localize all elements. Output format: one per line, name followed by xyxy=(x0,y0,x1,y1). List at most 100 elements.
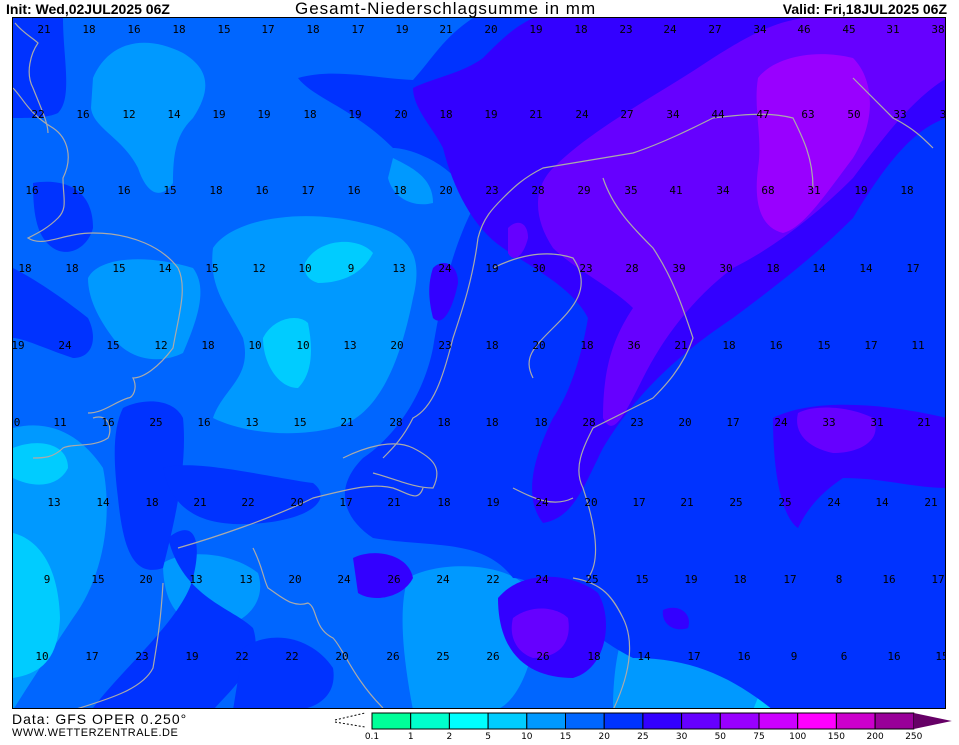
legend-bar: 0.1 1 2 5 10 15 20 25 30 50 75 100 150 200 250 xyxy=(334,712,952,742)
precip-value-label: 18 xyxy=(65,262,78,275)
precip-value-label: 26 xyxy=(486,650,499,663)
precip-value-label: 41 xyxy=(669,184,682,197)
precip-value-label: 25 xyxy=(149,416,162,429)
precip-value-label: 14 xyxy=(158,262,172,275)
legend-swatch xyxy=(681,712,721,730)
precip-value-label: 18 xyxy=(18,262,31,275)
precip-value-label: 15 xyxy=(293,416,306,429)
precip-value-label: 22 xyxy=(31,108,44,121)
precip-value-label: 11 xyxy=(53,416,66,429)
precip-value-label: 10 xyxy=(298,262,311,275)
precip-value-label: 18 xyxy=(485,416,498,429)
legend-tick-label: 5 xyxy=(485,732,491,741)
precip-value-label: 26 xyxy=(536,650,549,663)
legend-swatch xyxy=(565,712,605,730)
legend-swatch xyxy=(874,712,915,730)
precip-value-label: 20 xyxy=(290,496,303,509)
precip-value-label: 15 xyxy=(217,23,230,36)
precip-value-label: 17 xyxy=(726,416,739,429)
precip-value-label: 18 xyxy=(534,416,547,429)
precip-value-label: 16 xyxy=(25,184,38,197)
map-title: Gesamt-Niederschlagsumme in mm xyxy=(295,0,597,18)
precip-value-label: 21 xyxy=(924,496,937,509)
legend-swatch xyxy=(487,712,528,730)
precip-value-label: 24 xyxy=(535,573,549,586)
precip-value-label: 15 xyxy=(91,573,104,586)
precip-value-label: 20 xyxy=(439,184,452,197)
precip-value-label: 17 xyxy=(632,496,645,509)
legend-swatch xyxy=(642,712,683,730)
precip-value-label: 18 xyxy=(485,339,498,352)
contour-50-75 xyxy=(756,54,870,233)
precip-value-label: 9 xyxy=(44,573,51,586)
precip-value-label: 13 xyxy=(47,496,60,509)
precip-value-label: 23 xyxy=(579,262,592,275)
precip-value-label: 9 xyxy=(791,650,798,663)
legend-swatch xyxy=(526,712,567,730)
precip-value-label: 27 xyxy=(620,108,633,121)
precip-value-label: 27 xyxy=(708,23,721,36)
precip-value-label: 47 xyxy=(756,108,769,121)
precip-value-label: 15 xyxy=(112,262,125,275)
precip-value-label: 21 xyxy=(387,496,400,509)
precip-value-label: 23 xyxy=(438,339,451,352)
precip-value-label: 24 xyxy=(827,496,841,509)
legend-tick-label: 2 xyxy=(447,732,453,741)
legend-tick-label: 250 xyxy=(905,732,922,741)
data-source: Data: GFS OPER 0.250° xyxy=(12,711,188,727)
precip-value-label: 24 xyxy=(535,496,549,509)
precip-value-label: 9 xyxy=(348,262,355,275)
precip-value-label: 20 xyxy=(678,416,691,429)
precip-value-label: 19 xyxy=(212,108,225,121)
legend-swatch xyxy=(758,712,799,730)
precip-value-label: 31 xyxy=(807,184,820,197)
legend-tick-label: 0.1 xyxy=(365,732,379,741)
precip-value-label: 19 xyxy=(257,108,270,121)
legend-tick-label: 50 xyxy=(715,732,727,741)
precip-value-label: 24 xyxy=(58,339,72,352)
precip-value-label: 14 xyxy=(812,262,826,275)
precip-value-label: 13 xyxy=(189,573,202,586)
precip-value-label: 30 xyxy=(719,262,732,275)
precip-value-label: 18 xyxy=(587,650,600,663)
precip-value-label: 16 xyxy=(887,650,900,663)
precip-value-label: 23 xyxy=(135,650,148,663)
precip-value-label: 34 xyxy=(753,23,767,36)
precip-value-label: 13 xyxy=(392,262,405,275)
precip-value-label: 12 xyxy=(154,339,167,352)
precip-value-label: 18 xyxy=(201,339,214,352)
precip-value-label: 26 xyxy=(386,650,399,663)
precip-value-label: 20 xyxy=(484,23,497,36)
precip-value-label: 18 xyxy=(733,573,746,586)
precip-value-label: 15 xyxy=(205,262,218,275)
precip-value-label: 19 xyxy=(185,650,198,663)
precip-value-label: 18 xyxy=(209,184,222,197)
value-labels: 21 18 16 18 15 17 18 17 19 21 20 19 18 23 24 27 34 46 45 31… xyxy=(13,23,945,663)
precip-value-label: 17 xyxy=(687,650,700,663)
precip-value-label: 33 xyxy=(893,108,906,121)
precip-value-label: 20 xyxy=(584,496,597,509)
precip-value-label: 18 xyxy=(437,496,450,509)
precip-value-label: 16 xyxy=(101,416,114,429)
precip-value-label: 28 xyxy=(531,184,544,197)
precip-value-label: 13 xyxy=(343,339,356,352)
website-credit: WWW.WETTERZENTRALE.DE xyxy=(12,727,179,739)
precip-value-label: 19 xyxy=(348,108,361,121)
precip-value-label: 10 xyxy=(248,339,261,352)
legend-tick-label: 10 xyxy=(521,732,533,741)
precip-value-label: 22 xyxy=(235,650,248,663)
precip-value-label: 38 xyxy=(931,23,944,36)
precip-value-label: 18 xyxy=(439,108,452,121)
precip-value-label: 16 xyxy=(347,184,360,197)
precip-value-label: 18 xyxy=(303,108,316,121)
precip-value-label: 24 xyxy=(774,416,788,429)
precip-value-label: 19 xyxy=(395,23,408,36)
precip-value-label: 13 xyxy=(245,416,258,429)
color-legend: 0.1 1 2 5 10 15 20 25 30 50 75 100 150 200 250 xyxy=(330,710,959,742)
legend-swatch xyxy=(448,712,489,730)
precip-value-label: 20 xyxy=(288,573,301,586)
precip-value-label: 16 xyxy=(127,23,140,36)
precip-value-label: 36 xyxy=(627,339,640,352)
legend-swatch xyxy=(835,712,876,730)
precip-value-label: 63 xyxy=(801,108,814,121)
